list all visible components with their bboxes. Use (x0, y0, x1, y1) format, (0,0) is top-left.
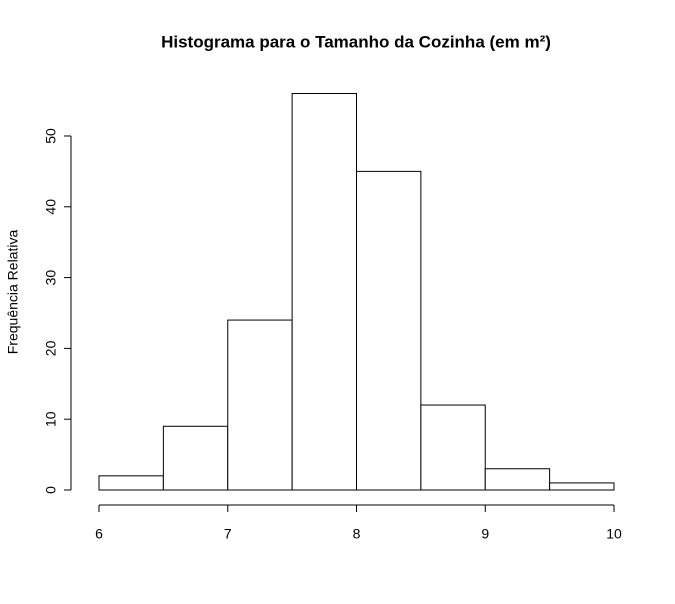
bar (98, 475, 164, 491)
y-axis-label: Frequência Relativa (5, 230, 21, 355)
bar (356, 170, 422, 491)
x-tick-label: 9 (481, 526, 489, 542)
bar (484, 468, 551, 491)
y-tick-label: 40 (43, 199, 59, 215)
y-tick-label: 20 (43, 340, 59, 356)
x-tick-label: 7 (224, 526, 232, 542)
y-tick-label: 10 (43, 411, 59, 427)
bar (549, 482, 615, 491)
y-tick-label: 0 (43, 486, 59, 494)
y-tick-label: 50 (43, 128, 59, 144)
chart-title: Histograma para o Tamanho da Cozinha (em… (161, 32, 551, 51)
y-tick-label: 30 (43, 270, 59, 286)
bar (291, 93, 357, 491)
x-tick-label: 8 (353, 526, 361, 542)
bar (162, 425, 229, 491)
bar (227, 319, 293, 491)
x-tick-label: 10 (606, 526, 622, 542)
bar (420, 404, 486, 491)
x-tick-label: 6 (95, 526, 103, 542)
